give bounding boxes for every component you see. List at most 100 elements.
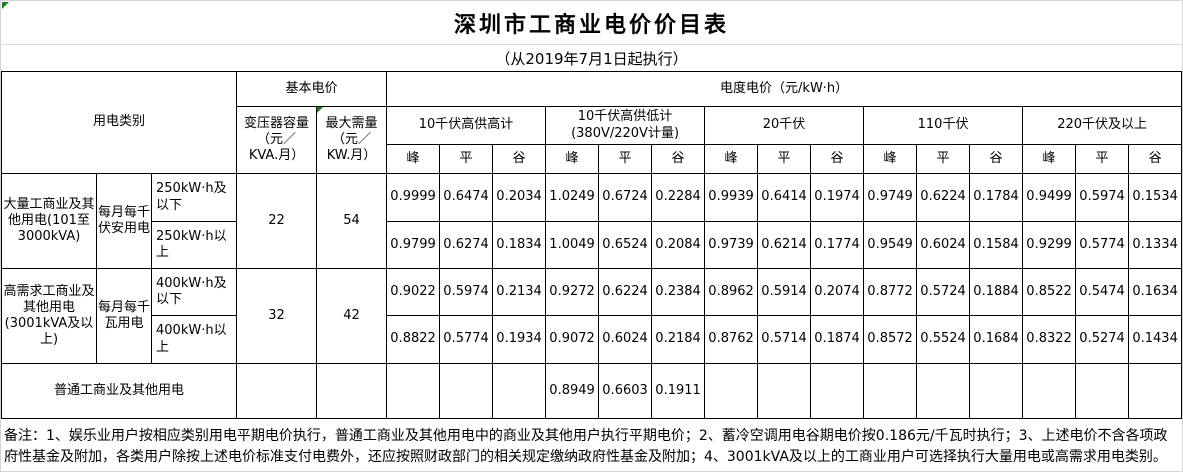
price-cell: 0.5274	[1075, 315, 1130, 364]
header-voltage-group-5: 220千伏及以上	[1022, 106, 1182, 145]
price-cell: 0.9739	[704, 221, 759, 269]
price-cell	[439, 363, 494, 419]
price-cell: 0.6474	[439, 173, 494, 222]
header-usage-category: 用电类别	[1, 71, 238, 174]
header-peak: 峰	[1022, 144, 1077, 174]
transformer-capacity-cell: 22	[236, 173, 318, 269]
tier-cell: 250kW·h及以下	[150, 173, 238, 222]
price-cell: 0.6224	[598, 268, 653, 316]
category-cell: 普通工商业及其他用电	[1, 363, 238, 419]
header-valley: 谷	[492, 144, 547, 174]
table-row-large-industry-tier1: 大量工商业及其他用电(101至3000kVA) 每月每千伏安用电 250kW·h…	[1, 173, 1182, 269]
subtitle-bar: （从2019年7月1日起执行）	[1, 45, 1182, 71]
price-cell: 0.9799	[386, 221, 441, 269]
category-cell: 大量工商业及其他用电(101至3000kVA)	[1, 173, 97, 269]
header-transformer-capacity: 变压器容量 （元／ KVA.月）	[236, 106, 318, 174]
footnote: 备注：1、娱乐业用户按相应类别用电平期电价执行，普通工商业及其他用电中的商业及其…	[4, 428, 1168, 465]
price-cell: 0.6724	[598, 173, 653, 222]
table-row-ordinary-industry: 普通工商业及其他用电 0.8949 0.6603 0.1911	[1, 363, 1182, 419]
transformer-capacity-cell	[236, 363, 318, 419]
price-cell: 0.5774	[1075, 221, 1130, 269]
price-cell: 1.0249	[545, 173, 600, 222]
price-table: 用电类别 基本电价 电度电价（元/kW·h） 变压器容量 （元／ KVA.月） …	[1, 71, 1182, 419]
header-max-demand: 最大需量 （元／ KW.月）	[316, 106, 388, 174]
tier-cell: 400kW·h及以下	[150, 268, 238, 316]
price-cell: 0.1784	[969, 173, 1024, 222]
price-cell: 0.8572	[863, 315, 918, 364]
price-cell: 1.0049	[545, 221, 600, 269]
price-cell: 0.2134	[492, 268, 547, 316]
page-title: 深圳市工商业电价价目表	[453, 12, 729, 38]
cell-corner-marker-icon	[317, 107, 324, 113]
transformer-capacity-cell: 32	[236, 268, 318, 364]
price-cell: 0.9939	[704, 173, 759, 222]
price-cell: 0.6214	[757, 221, 812, 269]
header-valley: 谷	[810, 144, 865, 174]
price-cell: 0.1874	[810, 315, 865, 364]
table-row-large-industry-tier2: 250kW·h以上 0.9799 0.6274 0.1834 1.0049 0.…	[2, 221, 1182, 269]
price-cell: 0.1834	[492, 221, 547, 269]
price-cell	[969, 363, 1024, 419]
price-cell: 0.8822	[386, 315, 441, 364]
price-cell: 0.2384	[651, 268, 706, 316]
max-demand-cell: 42	[316, 268, 388, 364]
price-cell	[1022, 363, 1077, 419]
price-cell: 0.9072	[545, 315, 600, 364]
price-cell: 0.5974	[439, 268, 494, 316]
price-cell: 0.2074	[810, 268, 865, 316]
sheet-corner-marker-icon	[2, 2, 9, 9]
price-cell: 0.5714	[757, 315, 812, 364]
price-cell: 0.2184	[651, 315, 706, 364]
price-cell: 0.6524	[598, 221, 653, 269]
price-cell: 0.5474	[1075, 268, 1130, 316]
table-row-high-demand-tier2: 400kW·h以上 0.8822 0.5774 0.1934 0.9072 0.…	[2, 315, 1182, 364]
price-cell	[1075, 363, 1130, 419]
header-peak: 峰	[545, 144, 600, 174]
header-max-demand-label: 最大需量 （元／ KW.月）	[325, 115, 378, 164]
header-flat: 平	[1075, 144, 1130, 174]
tier-cell: 400kW·h以上	[150, 315, 238, 364]
max-demand-cell	[316, 363, 388, 419]
metric-cell: 每月每千瓦用电	[96, 268, 152, 364]
price-cell	[386, 363, 441, 419]
header-flat: 平	[916, 144, 971, 174]
price-cell: 0.9999	[386, 173, 441, 222]
price-cell: 0.1534	[1128, 173, 1182, 222]
price-cell: 0.5524	[916, 315, 971, 364]
header-energy-price: 电度电价（元/kW·h）	[386, 71, 1182, 107]
price-cell: 0.2034	[492, 173, 547, 222]
header-row-2: 变压器容量 （元／ KVA.月） 最大需量 （元／ KW.月） 10千伏高供高计…	[2, 106, 1182, 174]
price-cell: 0.8522	[1022, 268, 1077, 316]
price-cell	[492, 363, 547, 419]
header-voltage-group-4: 110千伏	[863, 106, 1024, 145]
price-cell: 0.1974	[810, 173, 865, 222]
price-cell	[1128, 363, 1182, 419]
metric-cell: 每月每千伏安用电	[96, 173, 152, 269]
price-cell: 0.9022	[386, 268, 441, 316]
price-cell: 0.5774	[439, 315, 494, 364]
price-cell: 0.6274	[439, 221, 494, 269]
price-cell: 0.1434	[1128, 315, 1182, 364]
price-cell: 0.5724	[916, 268, 971, 316]
price-cell	[704, 363, 759, 419]
price-cell: 0.5974	[1075, 173, 1130, 222]
max-demand-cell: 54	[316, 173, 388, 269]
price-cell	[810, 363, 865, 419]
header-row-1: 用电类别 基本电价 电度电价（元/kW·h）	[1, 71, 1182, 174]
price-cell: 0.1684	[969, 315, 1024, 364]
price-cell: 0.6603	[598, 363, 653, 419]
header-valley: 谷	[969, 144, 1024, 174]
category-cell: 高需求工商业及其他用电(3001kVA及以上)	[1, 268, 97, 364]
price-cell: 0.9499	[1022, 173, 1077, 222]
price-cell: 0.6024	[916, 221, 971, 269]
price-cell: 0.1334	[1128, 221, 1182, 269]
price-cell: 0.8962	[704, 268, 759, 316]
price-cell: 0.2284	[651, 173, 706, 222]
header-flat: 平	[439, 144, 494, 174]
price-cell: 0.1774	[810, 221, 865, 269]
price-cell	[863, 363, 918, 419]
table-row-high-demand-tier1: 高需求工商业及其他用电(3001kVA及以上) 每月每千瓦用电 400kW·h及…	[1, 268, 1182, 364]
header-flat: 平	[757, 144, 812, 174]
header-voltage-group-3: 20千伏	[704, 106, 865, 145]
